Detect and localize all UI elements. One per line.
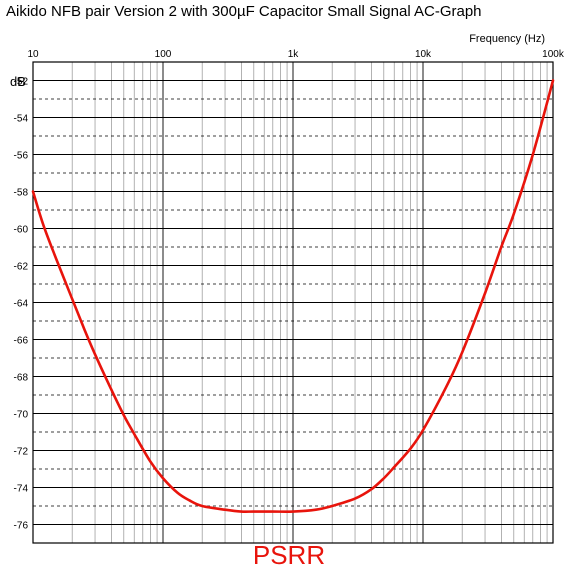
y-tick-label: -60 xyxy=(14,225,29,236)
chart-title: Aikido NFB pair Version 2 with 300µF Cap… xyxy=(6,3,482,20)
series-caption: PSRR xyxy=(252,540,326,570)
series-line-psrr xyxy=(31,79,555,513)
y-tick-label: -52 xyxy=(14,77,29,88)
plot-frame xyxy=(32,61,554,544)
x-tick-label: 100k xyxy=(542,49,565,60)
y-axis-label: dB xyxy=(10,74,26,89)
x-tick-label: 1k xyxy=(288,49,300,60)
y-tick-label: -68 xyxy=(14,373,29,384)
x-tick-label: 10k xyxy=(415,49,432,60)
x-tick-label: 10 xyxy=(27,49,39,60)
y-tick-label: -74 xyxy=(14,484,29,495)
y-tick-label: -70 xyxy=(14,410,29,421)
y-tick-label: -58 xyxy=(14,188,29,199)
y-tick-label: -62 xyxy=(14,262,29,273)
y-tick-label: -72 xyxy=(14,447,29,458)
y-tick-label: -54 xyxy=(14,114,29,125)
x-tick-label: 100 xyxy=(155,49,172,60)
y-tick-label: -76 xyxy=(14,521,29,532)
y-tick-label: -66 xyxy=(14,336,29,347)
series-layer xyxy=(31,79,555,513)
x-axis-label: Frequency (Hz) xyxy=(469,33,545,45)
x-tick-labels: 10 100 1k 10k 100k xyxy=(27,49,564,60)
grid xyxy=(32,61,554,544)
y-tick-label: -56 xyxy=(14,151,29,162)
y-tick-labels: -52 -54 -56 -58 -60 -62 -64 -66 -68 -70 -72 -74 -76 xyxy=(14,77,29,532)
y-tick-label: -64 xyxy=(14,299,29,310)
